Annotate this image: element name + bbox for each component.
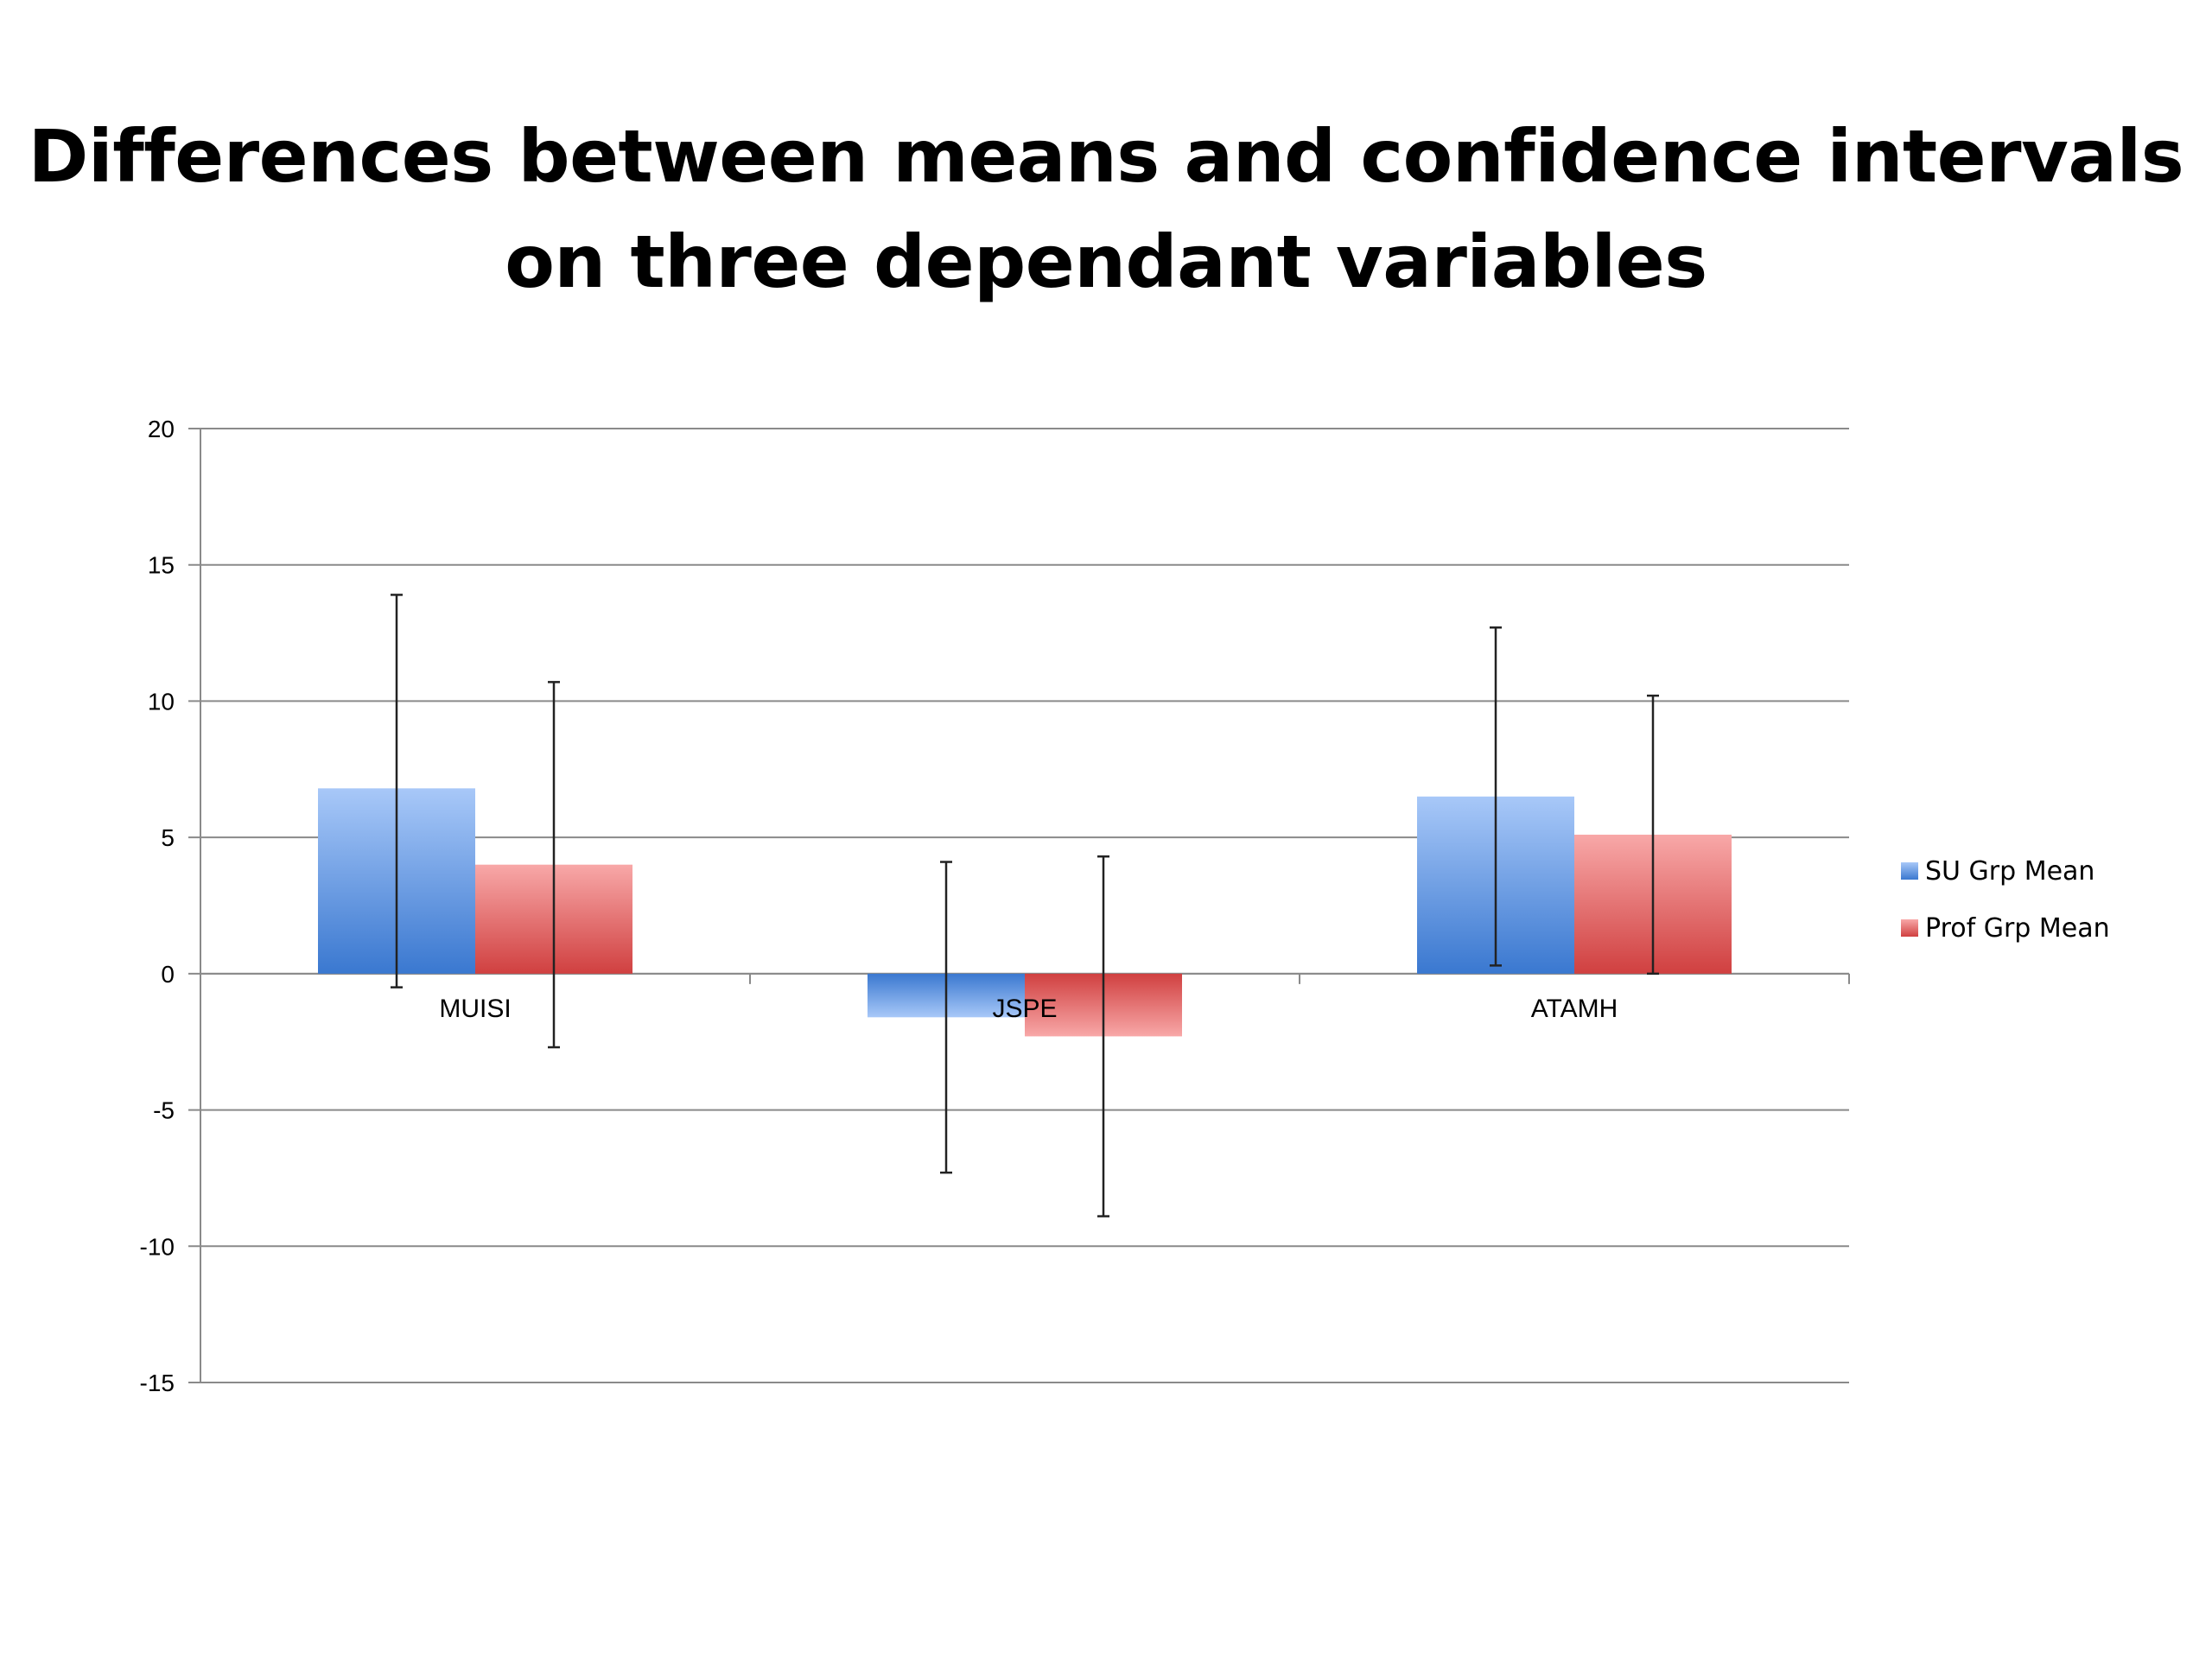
error-bars xyxy=(391,594,1659,1217)
y-tick-label: 15 xyxy=(148,552,175,579)
y-tick-label: 20 xyxy=(148,416,175,442)
x-category-label: JSPE xyxy=(992,995,1057,1023)
y-tick-label: 10 xyxy=(148,688,175,715)
x-category-label: MUISI xyxy=(439,995,511,1023)
y-tick-label: -5 xyxy=(153,1097,175,1124)
y-tick-label: -10 xyxy=(140,1233,175,1260)
y-tick-label: 0 xyxy=(161,961,175,988)
y-tick-label: 5 xyxy=(161,824,175,851)
legend-swatch xyxy=(1901,919,1918,937)
x-category-label: ATAMH xyxy=(1531,995,1618,1023)
legend-label: Prof Grp Mean xyxy=(1925,913,2110,944)
y-tick-label: -15 xyxy=(140,1370,175,1396)
chart-title: Differences between means and confidence… xyxy=(0,104,2212,315)
labels: 20 15 10 5 0 -5 -10 -15 MUISI JSPE ATAMH xyxy=(140,416,1618,1396)
legend-label: SU Grp Mean xyxy=(1925,856,2094,887)
legend-swatch xyxy=(1901,862,1918,880)
chart-title-line-1: Differences between means and confidence… xyxy=(28,114,2184,199)
chart-title-line-2: on three dependant variables xyxy=(505,219,1707,304)
legend: SU Grp Mean Prof Grp Mean xyxy=(1901,856,2110,944)
